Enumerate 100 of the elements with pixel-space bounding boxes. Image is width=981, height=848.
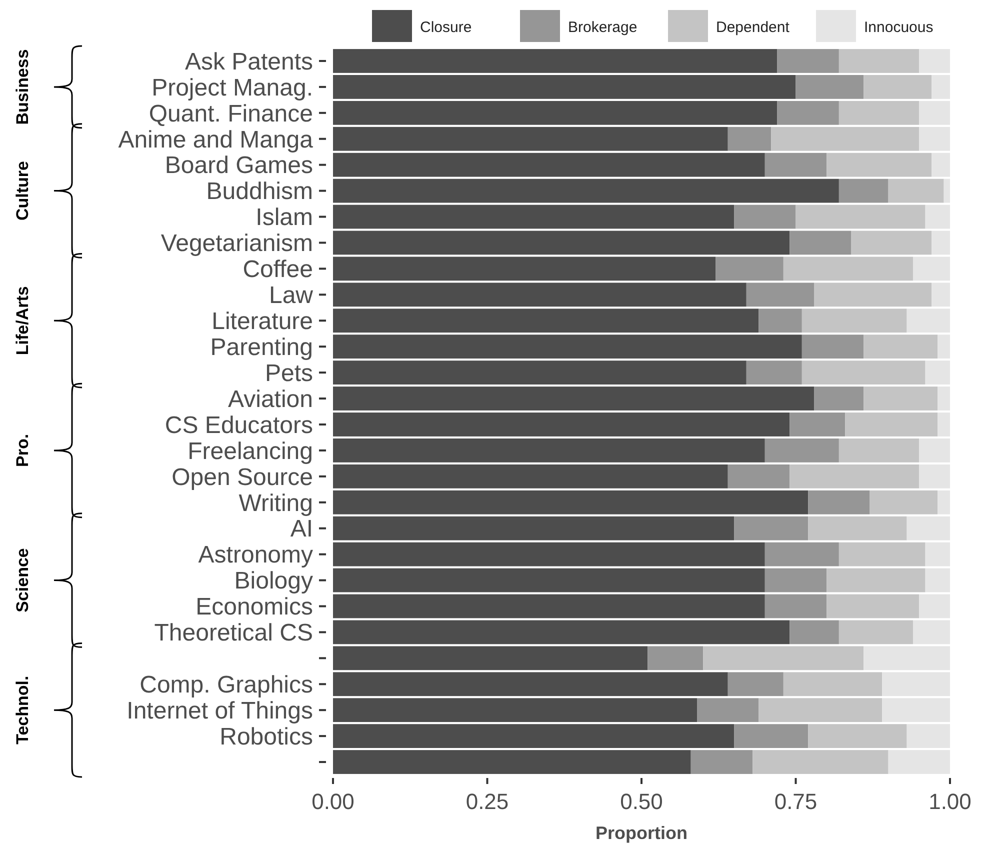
bar (777, 49, 839, 73)
bar (938, 490, 950, 514)
y-tick-label: Quant. Finance (148, 100, 313, 128)
bar (333, 100, 778, 125)
text: Life/Arts (13, 286, 32, 356)
bar (808, 724, 907, 748)
y-tick-label: Coffee (242, 256, 313, 284)
text: Technol. (13, 676, 32, 744)
bar (728, 464, 790, 488)
bar (333, 152, 765, 177)
bar (783, 256, 913, 281)
bar (906, 724, 950, 748)
legend-label: Dependent (716, 19, 790, 36)
x-tick-label: 0.50 (620, 789, 663, 814)
bar (919, 438, 950, 462)
bar (802, 334, 864, 359)
bar (771, 126, 920, 151)
y-tick-label: Astronomy (198, 542, 313, 569)
bar (333, 282, 746, 307)
bar (919, 126, 950, 151)
bar (938, 334, 950, 359)
x-axis-title: Proportion (596, 823, 688, 843)
bar (882, 672, 950, 696)
bar (333, 646, 648, 670)
bar (938, 412, 950, 436)
bar (919, 464, 950, 488)
bar (333, 672, 728, 696)
bar (777, 100, 839, 125)
bar (333, 49, 778, 73)
y-tick-label: Law (268, 282, 314, 310)
bar (888, 750, 950, 774)
bar (802, 308, 907, 333)
bar (697, 698, 759, 722)
bar (838, 542, 926, 566)
legend-label: Closure (420, 19, 472, 36)
bar (333, 594, 765, 618)
bar (728, 672, 784, 696)
bar (864, 646, 950, 670)
text: Science (13, 548, 32, 612)
bar (333, 204, 734, 229)
y-tick-label: Comp. Graphics (140, 672, 313, 699)
y-tick-label: Board Games (164, 152, 313, 180)
y-tick-label: Writing (238, 490, 313, 517)
y-tick-label: Economics (196, 594, 313, 621)
bar (796, 75, 864, 99)
bar (925, 204, 950, 229)
bar (808, 490, 870, 514)
x-tick-label: 0.75 (774, 789, 818, 814)
bar (790, 412, 846, 436)
y-tick-label: Vegetarianism (160, 230, 313, 258)
bar (752, 750, 888, 774)
bar (931, 282, 950, 307)
bar (919, 594, 950, 618)
bar (333, 750, 691, 774)
bar (333, 360, 746, 384)
bar (826, 568, 926, 592)
y-tick-label: Pets (264, 360, 313, 387)
legend-label: Brokerage (568, 19, 638, 36)
y-tick-label: CS Educators (164, 412, 313, 439)
bar (931, 230, 950, 255)
bar (790, 230, 852, 255)
bar (333, 178, 839, 203)
bar (802, 360, 926, 384)
bar (764, 152, 827, 177)
bar (333, 542, 765, 566)
bar (931, 152, 950, 177)
bar (333, 724, 734, 748)
y-tick-label: Islam (256, 204, 313, 232)
bar (758, 308, 802, 333)
y-tick-label: Literature (212, 308, 313, 336)
legend-label: Innocuous (864, 19, 934, 36)
bar (333, 516, 734, 540)
bar (734, 724, 808, 748)
y-tick-label: Internet of Things (126, 697, 313, 724)
text: Pro. (13, 434, 32, 467)
bar (912, 620, 950, 644)
bar (333, 698, 698, 722)
bar (826, 594, 920, 618)
bar (931, 75, 950, 99)
bar (783, 672, 882, 696)
bar (838, 100, 920, 125)
bar (333, 490, 808, 514)
x-tick-label: 0.00 (312, 789, 354, 814)
bar (333, 620, 790, 644)
bar (716, 256, 784, 281)
bar (906, 516, 950, 540)
bar (864, 334, 938, 359)
y-tick-label: Project Manag. (152, 74, 313, 102)
bar (925, 360, 950, 384)
bar (870, 490, 938, 514)
bar (333, 256, 716, 281)
bar (764, 438, 839, 462)
bar (888, 178, 944, 203)
bar (814, 386, 864, 410)
bar (333, 230, 790, 255)
bar (333, 334, 802, 359)
bar (882, 698, 950, 722)
bar (906, 308, 950, 333)
y-tick-label: Anime and Manga (118, 126, 314, 154)
y-tick-label: Buddhism (206, 178, 313, 206)
